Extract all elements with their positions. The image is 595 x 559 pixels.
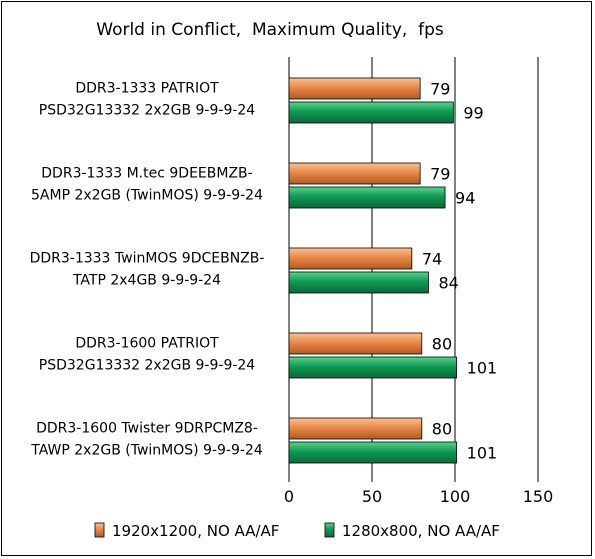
bar-series-2 [288, 101, 454, 124]
x-tick-label: 150 [523, 487, 554, 506]
category-label: 5AMP 2x2GB (TwinMOS) 9-9-9-24 [31, 188, 263, 204]
bar-series-2 [288, 271, 429, 294]
bar-series-2 [288, 441, 458, 464]
data-label: 79 [430, 165, 450, 184]
legend-swatch [324, 522, 335, 538]
bar-series-1 [288, 162, 421, 185]
x-tick-label: 50 [362, 487, 382, 506]
data-label: 101 [467, 444, 498, 463]
legend-label: 1920x1200, NO AA/AF [112, 522, 279, 540]
chart-title: World in Conflict, Maximum Quality, fps [96, 20, 444, 40]
data-label: 74 [422, 250, 442, 269]
data-label: 99 [463, 104, 483, 123]
bar-series-1 [288, 417, 423, 440]
bar-series-2 [288, 186, 446, 209]
bar-series-1 [288, 332, 423, 355]
bars [288, 77, 458, 464]
data-label: 101 [467, 359, 498, 378]
category-label: PSD32G13332 2x2GB 9-9-9-24 [39, 358, 256, 374]
labels: 0 50 100 150 DDR3-1333 PATRIOT PSD32G13332 2x… [30, 80, 554, 507]
x-tick-label: 0 [284, 487, 294, 506]
legend-label: 1280x800, NO AA/AF [342, 522, 500, 540]
category-label: DDR3-1333 M.tec 9DEEBMZB- [41, 166, 252, 182]
data-label: 94 [455, 189, 475, 208]
category-label: DDR3-1333 TwinMOS 9DCEBNZB- [30, 251, 265, 267]
grid-lines [288, 57, 539, 482]
bar-series-2 [288, 356, 458, 379]
data-label: 80 [432, 335, 452, 354]
data-label: 79 [430, 80, 450, 99]
legend: 1920x1200, NO AA/AF 1280x800, NO AA/AF [94, 522, 500, 540]
x-tick-label: 100 [440, 487, 471, 506]
bar-series-1 [288, 247, 413, 270]
category-label: TAWP 2x2GB (TwinMOS) 9-9-9-24 [30, 443, 263, 459]
category-label: DDR3-1600 PATRIOT [75, 336, 219, 352]
category-label: DDR3-1333 PATRIOT [75, 81, 219, 97]
data-label: 84 [438, 274, 458, 293]
legend-swatch [94, 522, 105, 538]
category-label: DDR3-1600 Twister 9DRPCMZ8- [36, 421, 258, 437]
data-label: 80 [432, 420, 452, 439]
category-label: PSD32G13332 2x2GB 9-9-9-24 [39, 103, 256, 119]
category-label: TATP 2x4GB 9-9-9-24 [72, 273, 221, 289]
bar-series-1 [288, 77, 421, 100]
